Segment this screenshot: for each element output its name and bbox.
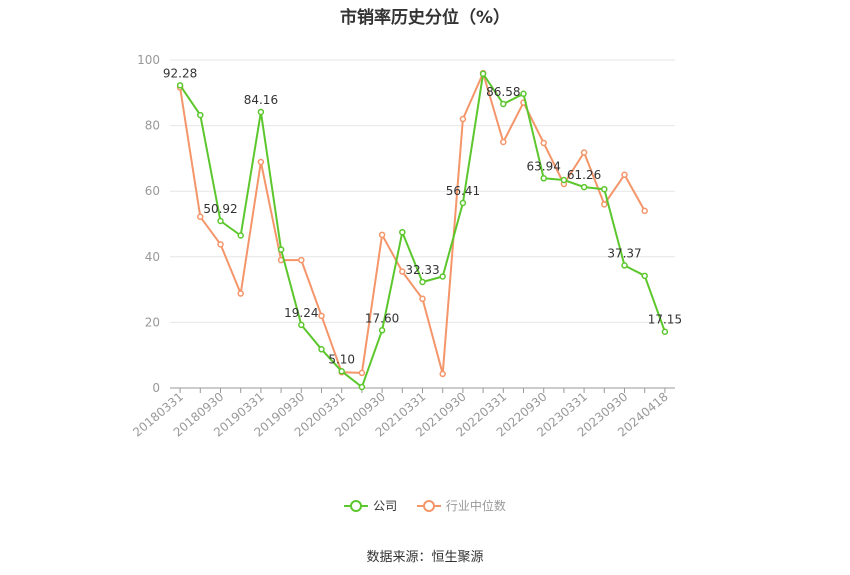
data-point-industry xyxy=(439,370,446,378)
data-point-industry xyxy=(257,158,265,166)
axes: 0204060801002018033120180930201903312019… xyxy=(130,53,675,440)
data-label: 61.26 xyxy=(567,168,601,182)
data-point-company xyxy=(560,176,568,184)
data-point-industry xyxy=(540,139,547,147)
y-tick-label: 40 xyxy=(145,250,160,264)
data-point-company xyxy=(621,262,628,269)
data-point-company xyxy=(358,383,366,391)
data-point-industry xyxy=(641,207,648,215)
data-labels: 92.28 50.92 84.16 19.24 5.10 17.60 32.33 56.41 8… xyxy=(163,66,682,366)
data-point-company xyxy=(500,100,507,108)
data-point-company xyxy=(540,175,547,182)
data-label: 32.33 xyxy=(405,263,439,277)
legend-item-industry[interactable]: 行业中位数 xyxy=(416,497,506,514)
data-point-company xyxy=(520,90,527,98)
data-point-company xyxy=(197,111,204,119)
data-source: 数据来源：恒生聚源 xyxy=(366,550,484,565)
data-point-company xyxy=(378,327,386,334)
data-point-company xyxy=(641,272,648,280)
series xyxy=(176,69,669,391)
data-label: 92.28 xyxy=(163,66,197,80)
data-label: 37.37 xyxy=(607,246,641,260)
data-point-company xyxy=(237,232,244,239)
legend-item-company[interactable]: 公司 xyxy=(344,497,397,514)
data-label: 19.24 xyxy=(284,306,318,320)
y-tick-label: 60 xyxy=(145,184,160,198)
data-label: 86.58 xyxy=(486,85,520,99)
data-point-company xyxy=(318,346,325,353)
data-point-industry xyxy=(459,115,467,123)
legend-industry-label: 行业中位数 xyxy=(445,499,506,513)
data-point-company xyxy=(298,321,305,329)
data-point-industry xyxy=(298,256,305,264)
y-tick-label: 0 xyxy=(152,381,160,395)
data-point-industry xyxy=(217,241,224,248)
series-line-company xyxy=(179,72,666,388)
legend-company-label: 公司 xyxy=(373,499,398,513)
data-point-company xyxy=(257,108,265,116)
y-tick-label: 100 xyxy=(137,53,160,67)
data-point-industry xyxy=(378,231,386,239)
data-point-company xyxy=(479,70,487,78)
data-point-industry xyxy=(580,149,588,156)
data-label: 50.92 xyxy=(203,202,237,216)
y-tick-label: 20 xyxy=(145,315,160,329)
data-point-company xyxy=(217,217,224,225)
data-point-industry xyxy=(601,201,608,208)
data-label: 56.41 xyxy=(446,184,480,198)
data-label: 17.15 xyxy=(648,313,682,327)
data-point-company xyxy=(439,273,446,280)
data-point-company xyxy=(419,278,426,286)
data-point-company xyxy=(176,82,184,89)
legend-industry-marker-icon xyxy=(416,499,441,512)
data-point-company xyxy=(661,328,669,335)
data-point-industry xyxy=(399,268,406,275)
data-label: 63.94 xyxy=(527,159,561,173)
data-point-industry xyxy=(237,290,244,297)
legend: 公司 行业中位数 xyxy=(0,497,850,515)
data-label: 17.60 xyxy=(365,311,399,325)
gridlines xyxy=(170,59,675,323)
data-point-company xyxy=(580,183,588,191)
data-point-industry xyxy=(358,369,366,377)
data-point-industry xyxy=(197,213,204,221)
data-point-industry xyxy=(318,312,325,320)
chart-title: 市销率历史分位（%） xyxy=(339,8,511,28)
data-label: 5.10 xyxy=(328,352,355,366)
data-point-industry xyxy=(500,138,507,146)
data-point-company xyxy=(459,199,467,207)
data-point-company xyxy=(277,246,285,253)
data-point-company xyxy=(601,185,608,193)
data-label: 84.16 xyxy=(244,93,278,107)
y-tick-label: 80 xyxy=(145,119,160,133)
data-point-industry xyxy=(621,171,628,179)
series-line-industry xyxy=(179,72,646,375)
data-point-industry xyxy=(419,295,426,303)
data-point-company xyxy=(338,368,345,375)
data-point-company xyxy=(399,228,406,236)
legend-company-marker-icon xyxy=(344,499,369,512)
